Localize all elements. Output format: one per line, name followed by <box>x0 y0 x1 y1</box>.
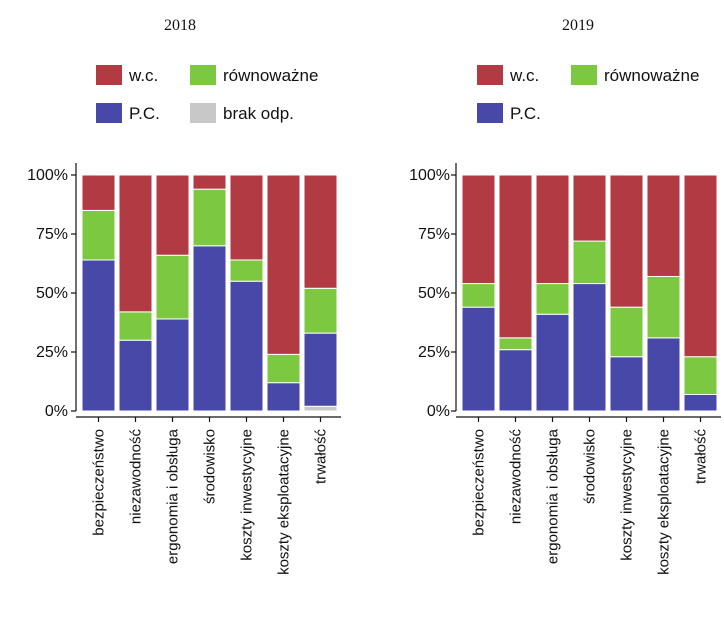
bar-segment <box>461 283 496 308</box>
bar-segment <box>192 188 227 247</box>
x-tick-label: niezawodność <box>508 429 525 525</box>
legend-label: równoważne <box>223 66 318 85</box>
y-tick-label: 0% <box>427 403 450 420</box>
chart-title: 2018 <box>164 17 196 34</box>
bar-segment <box>118 174 153 313</box>
bar-segment <box>498 337 533 351</box>
bar-segment <box>535 283 570 315</box>
bar-segment <box>646 337 681 412</box>
bar-segment <box>461 306 496 412</box>
legend-label: P.C. <box>129 104 160 123</box>
bar-segment <box>192 174 227 190</box>
bar-segment <box>646 174 681 277</box>
bar-segment <box>81 209 116 261</box>
legend-swatch <box>96 103 122 123</box>
chart-panel-2019: 2019 w.c. równoważne P.C. 0% 25% 50% 75% 100% bez… <box>409 17 721 575</box>
bar-segment <box>498 349 533 412</box>
bar-segment <box>683 174 718 358</box>
bar-segment <box>646 275 681 339</box>
y-tick-label: 75% <box>418 226 450 243</box>
bar-segment <box>303 174 338 289</box>
x-tick-label: koszty eksploatacyjne <box>656 429 673 575</box>
x-tick-label: niezawodność <box>128 429 145 525</box>
legend-swatch <box>477 65 503 85</box>
bar-segment <box>303 287 338 334</box>
x-tick-label: trwałość <box>693 429 710 485</box>
bar-segment <box>266 382 301 412</box>
bar-segment <box>303 405 338 412</box>
legend-swatch <box>190 65 216 85</box>
bar-segment <box>498 174 533 339</box>
bar-segment <box>683 393 718 412</box>
y-tick-label: 100% <box>409 167 450 184</box>
bar-segment <box>155 318 190 412</box>
legend-swatch <box>96 65 122 85</box>
y-tick-label: 75% <box>36 226 68 243</box>
bar-segment <box>572 174 607 242</box>
bar-segment <box>609 174 644 308</box>
bar-segment <box>192 245 227 412</box>
x-tick-label: środowisko <box>202 429 219 504</box>
chart-panel-2018: 2018 w.c. równoważne P.C. brak odp. 0% 25% 50% 7… <box>27 17 341 575</box>
x-tick-label: ergonomia i obsługa <box>545 428 562 564</box>
legend-swatch <box>571 65 597 85</box>
y-tick-label: 100% <box>27 167 68 184</box>
y-tick-label: 50% <box>418 285 450 302</box>
bar-segment <box>609 306 644 358</box>
x-tick-label: bezpieczeństwo <box>91 429 108 536</box>
bar-segment <box>609 356 644 412</box>
legend-swatch <box>477 103 503 123</box>
legend-label: w.c. <box>509 66 539 85</box>
bar-segment <box>229 174 264 261</box>
bar-segment <box>572 240 607 285</box>
x-tick-label: koszty inwestycyjne <box>239 429 256 561</box>
x-tick-label: ergonomia i obsługa <box>165 428 182 564</box>
x-tick-label: trwałość <box>313 429 330 485</box>
bar-segment <box>229 280 264 412</box>
legend-label: P.C. <box>510 104 541 123</box>
bar-segment <box>118 311 153 341</box>
bar-segment <box>535 174 570 285</box>
legend-label: równoważne <box>604 66 699 85</box>
legend-label: brak odp. <box>223 104 294 123</box>
bar-segment <box>155 254 190 320</box>
chart-title: 2019 <box>562 17 594 34</box>
bar-segment <box>266 174 301 355</box>
bar-segment <box>572 283 607 412</box>
y-tick-label: 0% <box>45 403 68 420</box>
x-tick-label: koszty inwestycyjne <box>619 429 636 561</box>
x-tick-label: koszty eksploatacyjne <box>276 429 293 575</box>
bar-segment <box>118 339 153 412</box>
bar-segment <box>266 353 301 384</box>
y-tick-label: 50% <box>36 285 68 302</box>
bar-segment <box>535 313 570 412</box>
x-tick-label: środowisko <box>582 429 599 504</box>
legend-label: w.c. <box>128 66 158 85</box>
bar-segment <box>81 259 116 412</box>
bar-segment <box>303 332 338 407</box>
legend-swatch <box>190 103 216 123</box>
x-tick-label: bezpieczeństwo <box>471 429 488 536</box>
bar-segment <box>229 259 264 282</box>
bar-segment <box>155 174 190 256</box>
y-tick-label: 25% <box>418 344 450 361</box>
bar-segment <box>461 174 496 285</box>
bar-segment <box>81 174 116 211</box>
y-tick-label: 25% <box>36 344 68 361</box>
bar-segment <box>683 356 718 395</box>
